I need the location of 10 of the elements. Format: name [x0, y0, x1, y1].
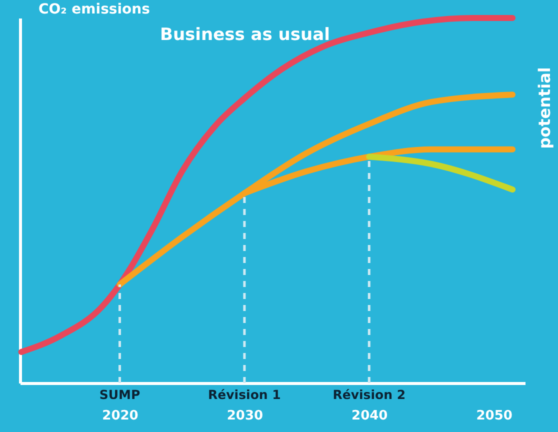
x-tick-label: 2020: [102, 408, 138, 424]
ref-line-label: Révision 1: [208, 387, 281, 402]
x-tick-label: 2040: [352, 408, 388, 424]
x-tick-label: 2030: [226, 408, 264, 424]
ref-line-label: Révision 2: [332, 387, 406, 402]
ref-line-label: SUMP: [99, 387, 140, 402]
x-tick-label: 2050: [476, 408, 512, 424]
annotation: Business as usual: [160, 25, 330, 45]
y-axis-title: CO₂ emissions: [38, 2, 150, 18]
text: potential: [535, 67, 554, 149]
